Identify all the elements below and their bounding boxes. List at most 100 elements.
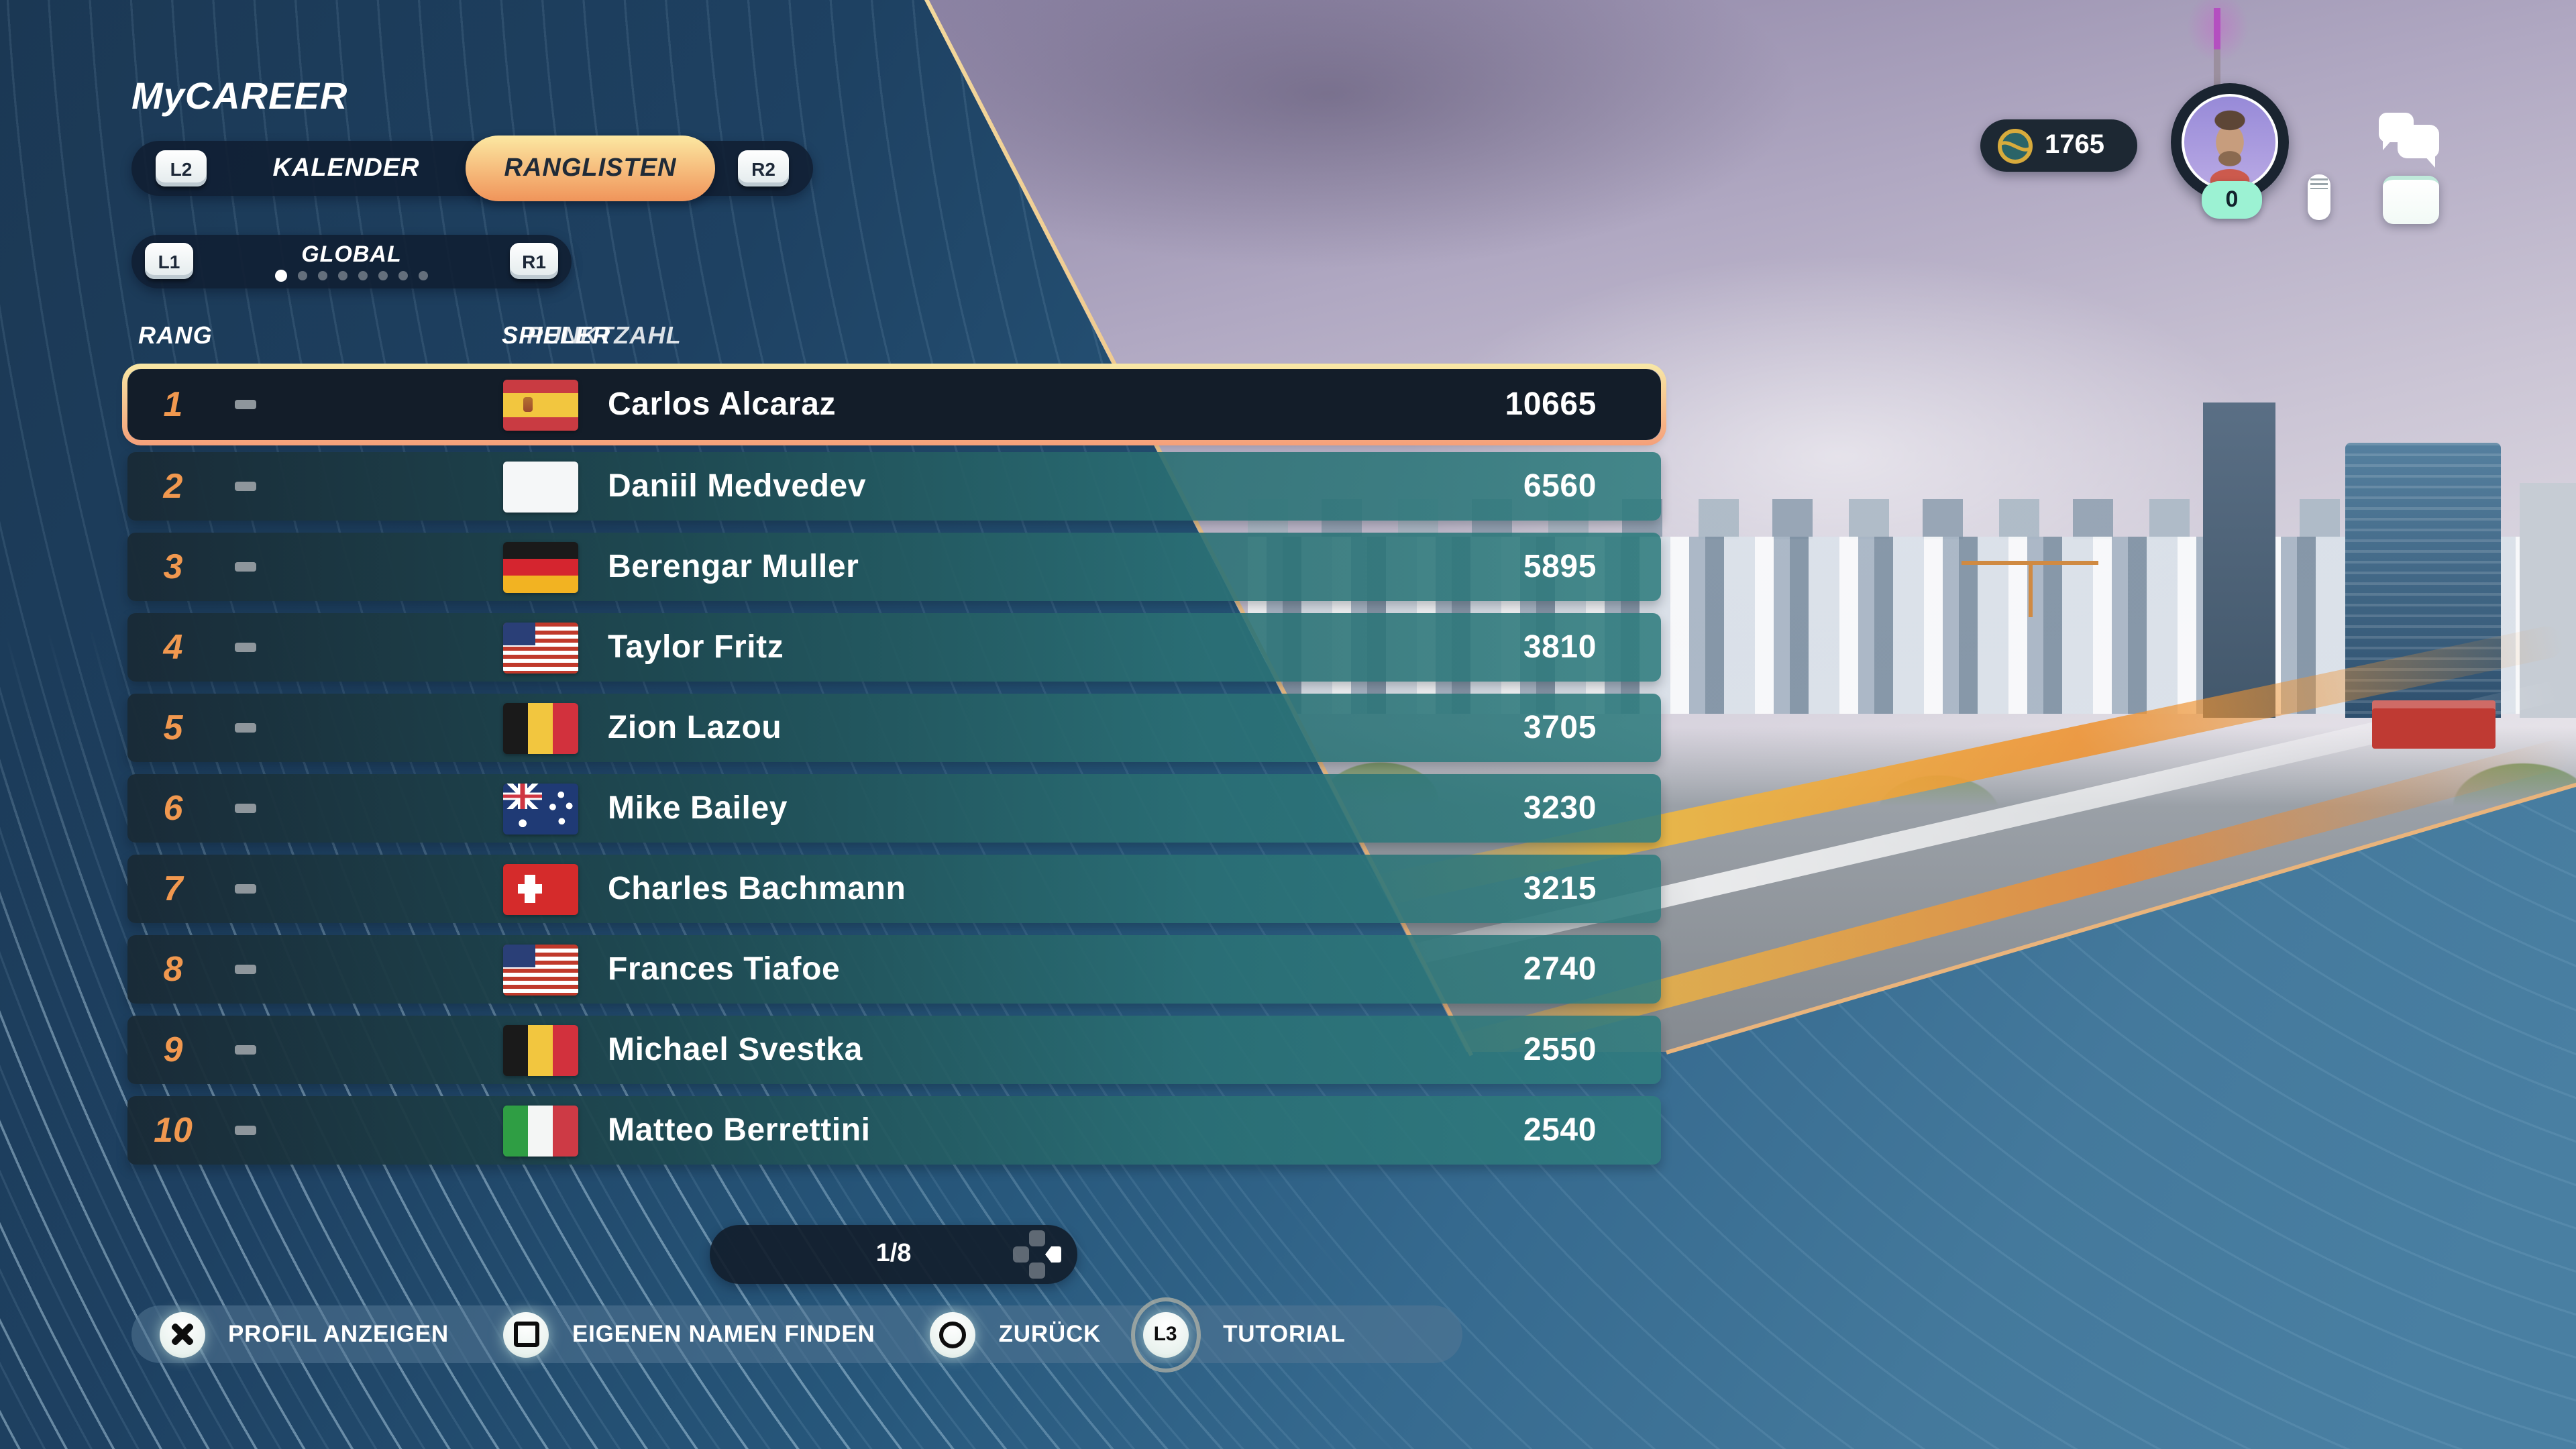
rank-unchanged-icon xyxy=(235,400,256,409)
rank-number: 2 xyxy=(163,466,183,506)
rank-number: 7 xyxy=(163,868,183,908)
hint-eigenen-namen-finden[interactable]: EIGENEN NAMEN FINDEN xyxy=(503,1311,875,1357)
player-points: 2540 xyxy=(1523,1112,1597,1148)
l1-bumper-icon[interactable]: L1 xyxy=(145,243,193,279)
player-points: 3810 xyxy=(1523,629,1597,665)
country-flag-de-icon xyxy=(503,541,578,592)
avatar-portrait xyxy=(2182,94,2278,191)
hint-tutorial[interactable]: L3 TUTORIAL xyxy=(1130,1297,1346,1372)
cross-button-icon[interactable] xyxy=(160,1311,205,1357)
ranking-row[interactable]: 4 Taylor Fritz 3810 xyxy=(127,613,1661,682)
rank-unchanged-icon xyxy=(235,723,256,733)
square-button-icon[interactable] xyxy=(503,1311,549,1357)
rank-unchanged-icon xyxy=(235,965,256,974)
ranking-rows: 1 Carlos Alcaraz 10665 2 Daniil Medvedev… xyxy=(127,369,1661,1177)
player-name: Charles Bachmann xyxy=(608,870,906,906)
hint-zurueck[interactable]: ZURÜCK xyxy=(930,1311,1102,1357)
rank-unchanged-icon xyxy=(235,1126,256,1135)
page-dot xyxy=(419,271,428,280)
column-rang: RANG xyxy=(138,322,213,349)
rank-number: 4 xyxy=(163,627,183,667)
rank-unchanged-icon xyxy=(235,643,256,652)
rank-number: 3 xyxy=(163,546,183,586)
l2-bumper-icon[interactable]: L2 xyxy=(156,150,207,186)
player-name: Taylor Fritz xyxy=(608,629,784,665)
coin-amount: 1765 xyxy=(2045,130,2104,160)
r1-bumper-icon[interactable]: R1 xyxy=(510,243,558,279)
player-name: Daniil Medvedev xyxy=(608,468,867,504)
ranking-row[interactable]: 5 Zion Lazou 3705 xyxy=(127,694,1661,762)
r2-bumper-icon[interactable]: R2 xyxy=(738,150,789,186)
button-hint-bar: PROFIL ANZEIGEN EIGENEN NAMEN FINDEN ZUR… xyxy=(131,1297,1462,1372)
ranking-row[interactable]: 8 Frances Tiafoe 2740 xyxy=(127,935,1661,1004)
ranking-row[interactable]: 7 Charles Bachmann 3215 xyxy=(127,855,1661,923)
tab-bar: L2 KALENDER RANGLISTEN R2 xyxy=(131,136,813,201)
player-name: Zion Lazou xyxy=(608,709,782,745)
country-flag-be-icon xyxy=(503,1024,578,1075)
player-points: 10665 xyxy=(1505,386,1597,422)
rank-unchanged-icon xyxy=(235,884,256,894)
ranking-row[interactable]: 2 Daniil Medvedev 6560 xyxy=(127,452,1661,521)
country-flag-us-icon xyxy=(503,944,578,995)
player-name: Carlos Alcaraz xyxy=(608,386,837,422)
battery-icon xyxy=(2308,174,2330,220)
page-dot xyxy=(358,271,368,280)
rank-number: 1 xyxy=(163,384,183,424)
hint-profil-anzeigen[interactable]: PROFIL ANZEIGEN xyxy=(160,1311,449,1357)
player-name: Berengar Muller xyxy=(608,548,859,584)
table-header: RANG SPIELER PUNKTZAHL xyxy=(0,322,1661,357)
l3-button-icon[interactable]: L3 xyxy=(1142,1311,1189,1357)
player-points: 2740 xyxy=(1523,951,1597,987)
country-flag-it-icon xyxy=(503,1105,578,1156)
rank-unchanged-icon xyxy=(235,482,256,491)
chat-bubbles-icon[interactable] xyxy=(2379,113,2443,172)
rank-unchanged-icon xyxy=(235,804,256,813)
sky-tower-spire xyxy=(2214,8,2220,137)
player-name: Michael Svestka xyxy=(608,1031,863,1067)
red-billboard xyxy=(2372,700,2496,749)
currency-display: 1765 xyxy=(1980,119,2137,172)
player-points: 3705 xyxy=(1523,709,1597,745)
page-dot xyxy=(338,271,347,280)
ranking-row[interactable]: 1 Carlos Alcaraz 10665 xyxy=(127,369,1661,440)
ranking-row[interactable]: 3 Berengar Muller 5895 xyxy=(127,533,1661,601)
page-dot xyxy=(275,270,287,282)
rank-unchanged-icon xyxy=(235,1045,256,1055)
page-dots xyxy=(131,270,572,282)
player-name: Matteo Berrettini xyxy=(608,1112,871,1148)
tab-kalender[interactable]: KALENDER xyxy=(272,154,420,182)
rank-number: 9 xyxy=(163,1029,183,1069)
player-points: 5895 xyxy=(1523,548,1597,584)
pagination-pill: 1/8 xyxy=(710,1225,1077,1284)
rank-unchanged-icon xyxy=(235,562,256,572)
country-flag-ch-icon xyxy=(503,863,578,914)
highrise-dark xyxy=(2203,402,2275,718)
crane xyxy=(2029,561,2033,617)
player-name: Mike Bailey xyxy=(608,790,788,826)
column-punktzahl: PUNKTZAHL xyxy=(527,322,682,349)
pagination-label: 1/8 xyxy=(875,1240,912,1268)
tab-ranglisten[interactable]: RANGLISTEN xyxy=(466,136,715,201)
notification-badge: 0 xyxy=(2202,181,2262,219)
dpad-right-icon[interactable] xyxy=(1013,1230,1061,1279)
country-flag-be-icon xyxy=(503,702,578,753)
page-dot xyxy=(398,271,408,280)
coin-icon xyxy=(1998,128,2033,163)
page-title: MyCAREER xyxy=(131,75,348,117)
touchpad-icon xyxy=(2383,176,2439,224)
country-flag-au-icon xyxy=(503,783,578,834)
ranking-row[interactable]: 10 Matteo Berrettini 2540 xyxy=(127,1096,1661,1165)
player-points: 3215 xyxy=(1523,870,1597,906)
ranking-row[interactable]: 9 Michael Svestka 2550 xyxy=(127,1016,1661,1084)
ranking-row[interactable]: 6 Mike Bailey 3230 xyxy=(127,774,1661,843)
page-dot xyxy=(298,271,307,280)
country-flag-neutral-icon xyxy=(503,461,578,512)
player-points: 2550 xyxy=(1523,1031,1597,1067)
region-selector[interactable]: L1 GLOBAL R1 xyxy=(131,235,572,288)
circle-button-icon[interactable] xyxy=(930,1311,976,1357)
player-points: 3230 xyxy=(1523,790,1597,826)
player-name: Frances Tiafoe xyxy=(608,951,841,987)
page-dot xyxy=(318,271,327,280)
page-dot xyxy=(378,271,388,280)
